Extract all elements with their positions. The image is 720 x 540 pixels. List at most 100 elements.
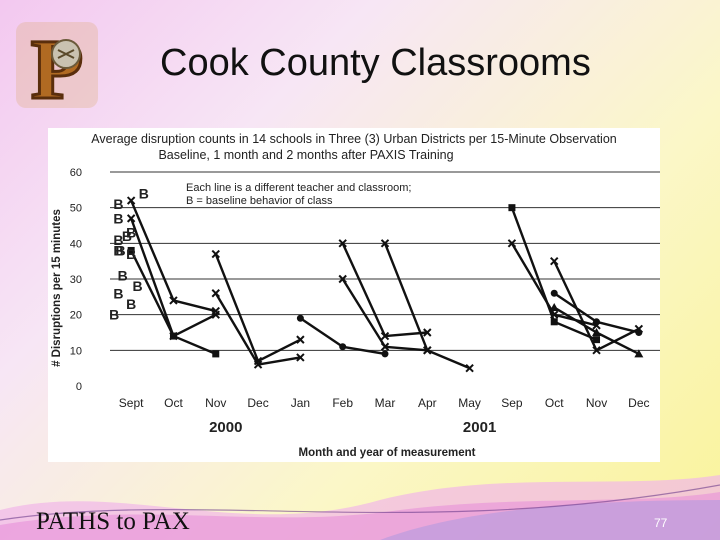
- series-line: [214, 292, 301, 366]
- data-point-stroke: [380, 331, 390, 341]
- data-point: [126, 214, 136, 223]
- y-tick-label: 30: [70, 274, 82, 286]
- data-point-stroke: [550, 256, 559, 266]
- data-point: [592, 328, 602, 336]
- data-point: [507, 239, 517, 248]
- data-point: [296, 353, 305, 362]
- series-line: [214, 253, 301, 363]
- data-point: [296, 314, 304, 322]
- data-point: [381, 350, 389, 358]
- baseline-marker: B: [113, 232, 123, 248]
- y-axis-label: # Disruptions per 15 minutes: [51, 209, 63, 367]
- y-tick-label: 20: [70, 310, 82, 322]
- data-point-stroke: [253, 360, 263, 369]
- data-point-stroke: [423, 328, 432, 337]
- data-point: [508, 204, 516, 212]
- data-point: [169, 332, 177, 340]
- x-tick-label: Dec: [628, 396, 649, 410]
- baseline-marker: B: [113, 210, 123, 226]
- data-point-stroke: [211, 249, 220, 259]
- data-point: [593, 318, 601, 326]
- x-tick-label: Dec: [247, 396, 268, 410]
- data-point: [339, 343, 347, 351]
- y-tick-label: 50: [70, 203, 82, 215]
- data-point-stroke: [338, 274, 347, 284]
- data-point-stroke: [465, 363, 474, 373]
- data-point: [296, 335, 305, 344]
- baseline-marker: B: [113, 285, 123, 301]
- paths-logo: P: [16, 20, 98, 110]
- data-point-stroke: [211, 310, 220, 319]
- y-tick-label: 0: [76, 381, 82, 393]
- data-point: [380, 239, 390, 248]
- data-point: [635, 329, 643, 336]
- baseline-marker: B: [126, 225, 136, 241]
- series-line: [341, 242, 428, 338]
- data-point-stroke: [126, 196, 136, 205]
- baseline-marker: B: [122, 228, 132, 244]
- data-point-stroke: [211, 289, 220, 298]
- slide-number: 77: [654, 516, 668, 530]
- baseline-marker: B: [139, 185, 149, 201]
- x-tick-label: Oct: [545, 396, 564, 410]
- data-point-stroke: [296, 353, 305, 362]
- logo-emblem-mark: [57, 49, 75, 59]
- baseline-marker: B: [109, 307, 119, 323]
- data-point: [550, 289, 558, 297]
- data-point-stroke: [380, 342, 390, 351]
- data-point-stroke: [380, 239, 390, 248]
- data-point-stroke: [592, 346, 601, 355]
- data-point: [380, 331, 390, 341]
- baseline-marker: B: [116, 242, 126, 258]
- baseline-marker: B: [126, 296, 136, 312]
- x-tick-label: Nov: [205, 396, 226, 410]
- baseline-marker: B: [132, 278, 142, 294]
- annotation-line-2: B = baseline behavior of class: [186, 195, 333, 207]
- y-tick-label: 10: [70, 345, 82, 357]
- year-label: 2000: [209, 419, 242, 436]
- data-point: [592, 346, 601, 355]
- x-tick-label: Sept: [119, 396, 144, 410]
- data-point: [338, 239, 347, 248]
- data-point: [550, 256, 559, 266]
- baseline-marker: B: [113, 196, 123, 212]
- x-tick-label: Mar: [375, 396, 396, 410]
- data-point: [212, 350, 220, 358]
- y-tick-label: 60: [70, 167, 82, 179]
- baseline-marker: B: [113, 242, 123, 258]
- data-point-stroke: [169, 296, 178, 305]
- data-point-stroke: [550, 310, 559, 319]
- data-point: [126, 196, 136, 205]
- data-point-stroke: [423, 346, 432, 355]
- chart-panel: Average disruption counts in 14 schools …: [48, 128, 660, 462]
- data-point: [593, 336, 601, 344]
- data-point-stroke: [507, 239, 517, 248]
- x-tick-label: May: [458, 396, 481, 410]
- data-point: [211, 310, 220, 319]
- baseline-marker: B: [126, 246, 136, 262]
- x-tick-label: Nov: [586, 396, 607, 410]
- footer-wave: [0, 475, 720, 540]
- year-label: 2001: [463, 419, 496, 436]
- y-tick-label: 40: [70, 238, 82, 250]
- slide-title: Cook County Classrooms: [160, 42, 591, 84]
- brand-name: PATHS to PAX: [36, 508, 190, 535]
- data-point: [549, 303, 559, 312]
- x-tick-label: Apr: [418, 396, 437, 410]
- data-point: [338, 274, 347, 284]
- x-axis-label: Month and year of measurement: [298, 447, 475, 459]
- data-point: [253, 360, 263, 369]
- x-tick-label: Feb: [332, 396, 353, 410]
- x-tick-label: Oct: [164, 396, 183, 410]
- data-point-stroke: [296, 335, 305, 344]
- data-point: [423, 328, 432, 337]
- disruptions-chart: Average disruption counts in 14 schools …: [51, 132, 660, 459]
- chart-title: Average disruption counts in 14 schools …: [91, 132, 617, 146]
- data-point: [211, 249, 220, 259]
- data-point: [550, 318, 558, 326]
- data-point: [127, 246, 135, 254]
- chart-subtitle: Baseline, 1 month and 2 months after PAX…: [158, 148, 453, 162]
- baseline-marker: B: [118, 267, 128, 283]
- data-point-stroke: [338, 239, 347, 248]
- data-point: [423, 346, 432, 355]
